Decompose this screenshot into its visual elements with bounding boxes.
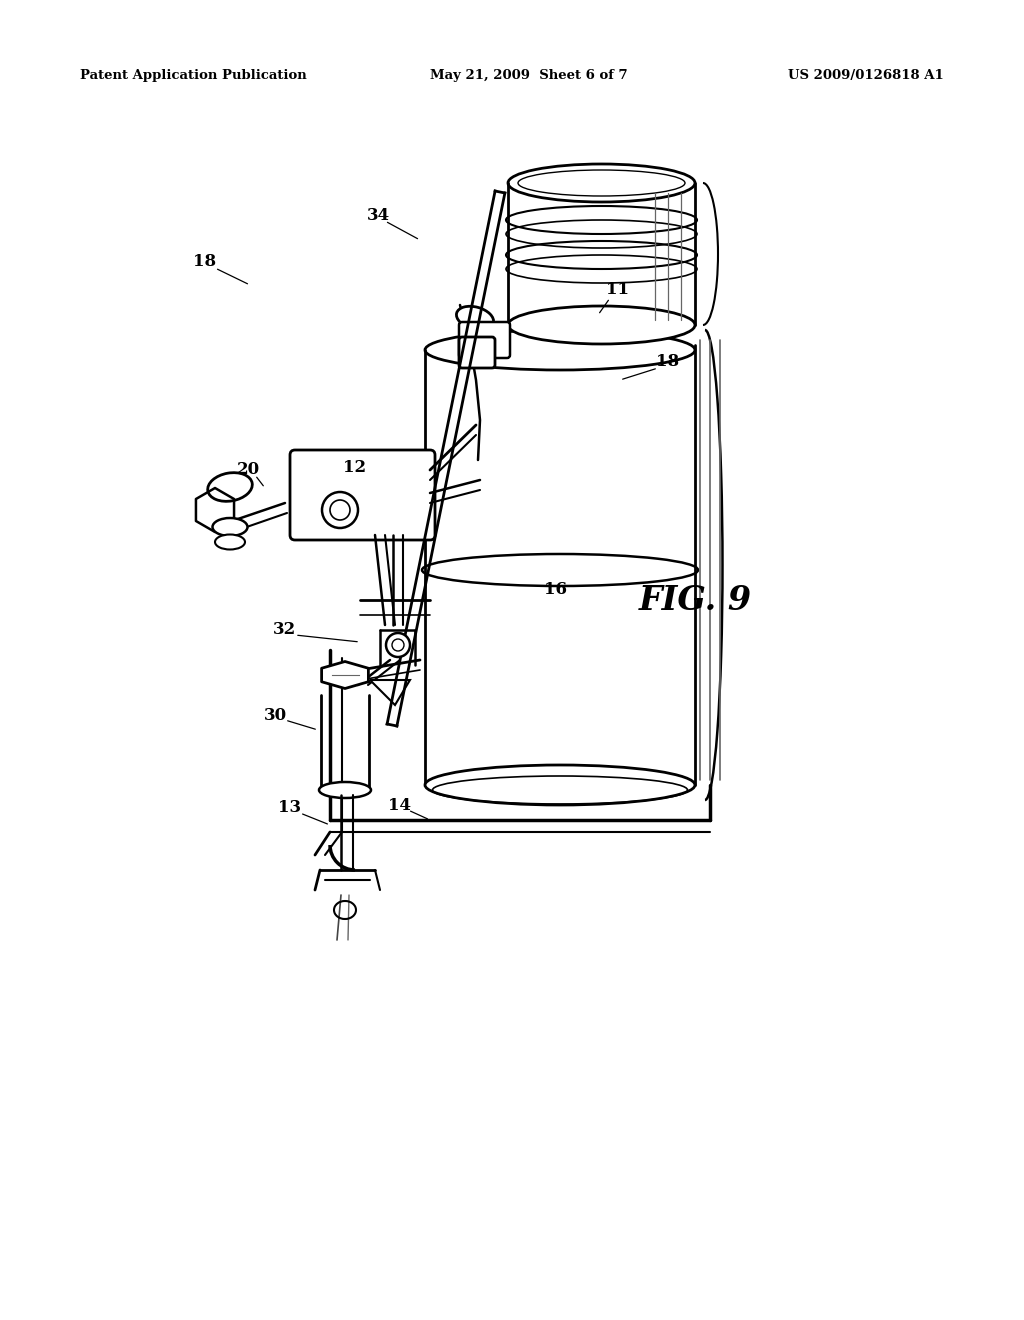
Text: 18: 18	[194, 253, 216, 271]
Ellipse shape	[213, 517, 248, 536]
Circle shape	[330, 500, 350, 520]
FancyBboxPatch shape	[459, 337, 495, 368]
Ellipse shape	[425, 330, 695, 370]
FancyBboxPatch shape	[290, 450, 435, 540]
Ellipse shape	[457, 306, 494, 330]
Ellipse shape	[508, 164, 695, 202]
Circle shape	[392, 639, 404, 651]
Text: Patent Application Publication: Patent Application Publication	[80, 69, 307, 82]
Polygon shape	[370, 680, 410, 705]
Ellipse shape	[508, 306, 695, 345]
Text: May 21, 2009  Sheet 6 of 7: May 21, 2009 Sheet 6 of 7	[430, 69, 628, 82]
Text: 11: 11	[606, 281, 630, 298]
Text: 20: 20	[237, 462, 259, 479]
FancyBboxPatch shape	[459, 322, 510, 358]
Text: FIG. 9: FIG. 9	[638, 583, 752, 616]
Text: 32: 32	[273, 622, 297, 639]
Text: 30: 30	[263, 706, 287, 723]
Ellipse shape	[319, 781, 371, 799]
Text: 34: 34	[367, 206, 389, 223]
Text: 13: 13	[279, 800, 301, 817]
Circle shape	[386, 634, 410, 657]
Text: 16: 16	[544, 582, 566, 598]
Text: 18: 18	[656, 354, 680, 371]
Ellipse shape	[208, 473, 252, 502]
Text: 14: 14	[388, 796, 412, 813]
Text: 12: 12	[343, 459, 367, 477]
Ellipse shape	[425, 766, 695, 805]
Text: US 2009/0126818 A1: US 2009/0126818 A1	[788, 69, 944, 82]
Circle shape	[322, 492, 358, 528]
Ellipse shape	[215, 535, 245, 549]
Polygon shape	[322, 661, 369, 689]
